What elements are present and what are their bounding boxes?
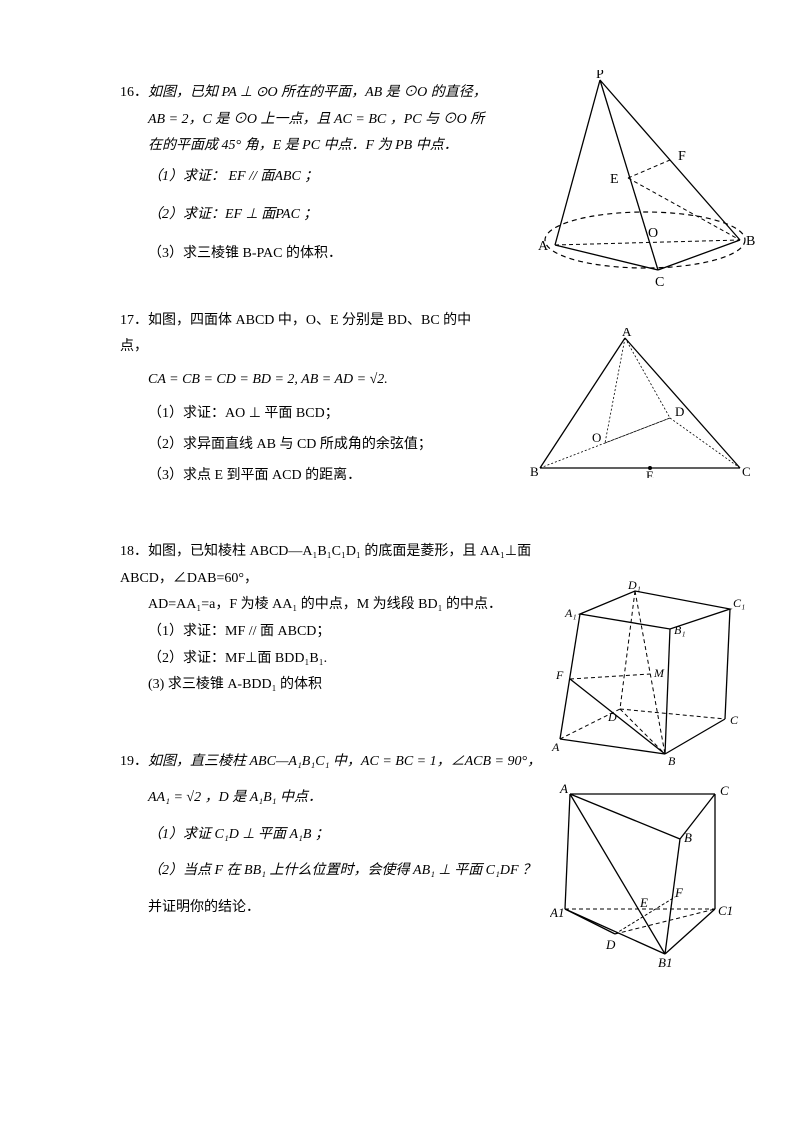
p16-intro1: 如图，已知 PA ⊥ ⊙O 所在的平面，AB 是 ⊙O 的直径，: [148, 85, 487, 100]
lbl18-B1: B₁: [674, 623, 686, 637]
lbl-F: F: [678, 149, 686, 164]
p17-formula: CA = CB = CD = BD = 2, AB = AD = √2.: [148, 367, 490, 394]
lbl17-O: O: [592, 430, 601, 445]
problem-18-text: 18．如图，已知棱柱 ABCD—A₁B₁C₁D₁ 的底面是菱形，且 AA₁⊥面 …: [120, 539, 550, 699]
p18-q3: (3) 求三棱锥 A-BDD₁ 的体积: [148, 672, 550, 699]
lbl18-A1: A₁: [564, 606, 577, 620]
p19-q1: （1）求证 C₁D ⊥ 平面 A₁B ；: [148, 822, 550, 849]
lbl19-A1: A1: [550, 905, 564, 920]
lbl19-C: C: [720, 783, 729, 798]
p19-num: 19．: [120, 754, 148, 769]
lbl17-C: C: [742, 464, 750, 478]
p19-q3: 并证明你的结论．: [148, 895, 550, 922]
lbl18-D1: D₁: [627, 579, 641, 592]
lbl19-E: E: [639, 895, 648, 910]
p16-q3: （3）求三棱锥 B-PAC 的体积．: [148, 241, 490, 268]
problem-16-text: 16．如图，已知 PA ⊥ ⊙O 所在的平面，AB 是 ⊙O 的直径， AB =…: [120, 80, 490, 268]
figure-17: A B C D O E: [530, 328, 750, 478]
lbl19-B1: B1: [658, 955, 672, 969]
svg-19: A C B A1 C1 B1 D E F: [550, 779, 740, 969]
p18-intro1: 如图，已知棱柱 ABCD—A₁B₁C₁D₁ 的底面是菱形，且 AA₁⊥面 ABC…: [120, 544, 531, 586]
svg-18: D₁ C₁ A₁ B₁ M F D C A B: [550, 579, 750, 769]
lbl18-F: F: [555, 668, 564, 682]
p18-num: 18．: [120, 544, 148, 559]
p18-intro2: AD=AA₁=a，F 为棱 AA₁ 的中点，M 为线段 BD₁ 的中点．: [148, 592, 550, 619]
p16-q1: （1）求证： EF // 面ABC ；: [148, 164, 490, 191]
p18-q1: （1）求证：MF // 面 ABCD；: [148, 619, 550, 646]
p16-intro3: 在的平面成 45° 角，E 是 PC 中点．F 为 PB 中点．: [148, 133, 490, 160]
problem-17: 17．如图，四面体 ABCD 中，O、E 分别是 BD、BC 的中点， CA =…: [120, 308, 700, 490]
problem-19: 19．如图，直三棱柱 ABC—A₁B₁C₁ 中，AC = BC = 1，∠ACB…: [120, 749, 700, 922]
p19-line1: 19．如图，直三棱柱 ABC—A₁B₁C₁ 中，AC = BC = 1，∠ACB…: [120, 749, 550, 776]
lbl-C: C: [655, 275, 664, 290]
p19-q2: （2）当点 F 在 BB₁ 上什么位置时，会使得 AB₁ ⊥ 平面 C₁DF ？: [148, 858, 550, 885]
lbl19-B: B: [684, 830, 692, 845]
svg-16: P F E A O B C: [530, 70, 760, 290]
lbl18-D: D: [607, 710, 617, 724]
svg-17: A B C D O E: [530, 328, 750, 478]
lbl19-A: A: [559, 781, 568, 796]
figure-19: A C B A1 C1 B1 D E F: [550, 779, 740, 969]
p17-intro1: 如图，四面体 ABCD 中，O、E 分别是 BD、BC 的中点，: [120, 313, 471, 355]
p19-intro2: AA₁ = √2 ，D 是 A₁B₁ 中点．: [148, 785, 550, 812]
p19-intro1: 如图，直三棱柱 ABC—A₁B₁C₁ 中，AC = BC = 1，∠ACB = …: [148, 754, 541, 769]
lbl-P: P: [596, 70, 604, 82]
p18-q2: （2）求证：MF⊥面 BDD₁B₁.: [148, 646, 550, 673]
problem-18: 18．如图，已知棱柱 ABCD—A₁B₁C₁D₁ 的底面是菱形，且 AA₁⊥面 …: [120, 539, 700, 699]
p18-line1: 18．如图，已知棱柱 ABCD—A₁B₁C₁D₁ 的底面是菱形，且 AA₁⊥面 …: [120, 539, 550, 592]
lbl18-C: C: [730, 713, 739, 727]
lbl19-F: F: [674, 885, 684, 900]
figure-18: D₁ C₁ A₁ B₁ M F D C A B: [550, 579, 750, 769]
lbl17-E: E: [646, 468, 654, 478]
p17-num: 17．: [120, 313, 148, 328]
lbl18-C1: C₁: [733, 596, 745, 610]
lbl-A: A: [538, 239, 549, 254]
lbl-O: O: [648, 226, 658, 241]
lbl17-B: B: [530, 464, 539, 478]
p17-line1: 17．如图，四面体 ABCD 中，O、E 分别是 BD、BC 的中点，: [120, 308, 490, 361]
lbl17-A: A: [622, 328, 632, 339]
lbl19-D: D: [605, 937, 616, 952]
lbl-B: B: [746, 234, 755, 249]
problem-17-text: 17．如图，四面体 ABCD 中，O、E 分别是 BD、BC 的中点， CA =…: [120, 308, 490, 490]
p17-q3: （3）求点 E 到平面 ACD 的距离．: [148, 463, 490, 490]
lbl18-M: M: [653, 666, 665, 680]
problem-19-text: 19．如图，直三棱柱 ABC—A₁B₁C₁ 中，AC = BC = 1，∠ACB…: [120, 749, 550, 922]
p17-q1: （1）求证：AO ⊥ 平面 BCD；: [148, 401, 490, 428]
p16-q2: （2）求证：EF ⊥ 面PAC ；: [148, 202, 490, 229]
p16-intro2: AB = 2，C 是 ⊙O 上一点，且 AC = BC ，PC 与 ⊙O 所: [148, 107, 490, 134]
p16-num: 16．: [120, 85, 148, 100]
p17-q2: （2）求异面直线 AB 与 CD 所成角的余弦值；: [148, 432, 490, 459]
problem-16: 16．如图，已知 PA ⊥ ⊙O 所在的平面，AB 是 ⊙O 的直径， AB =…: [120, 80, 700, 268]
lbl19-C1: C1: [718, 903, 733, 918]
p16-line1: 16．如图，已知 PA ⊥ ⊙O 所在的平面，AB 是 ⊙O 的直径，: [120, 80, 490, 107]
figure-16: P F E A O B C: [530, 70, 760, 290]
lbl17-D: D: [675, 404, 684, 419]
lbl-E: E: [610, 172, 619, 187]
